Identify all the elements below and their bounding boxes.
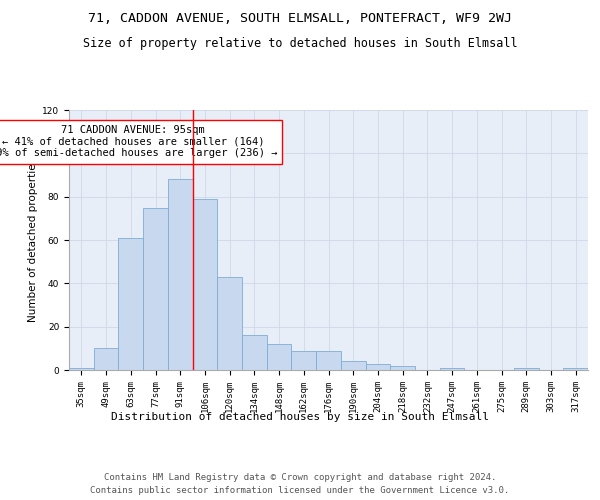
Text: Distribution of detached houses by size in South Elmsall: Distribution of detached houses by size … — [111, 412, 489, 422]
Bar — [292, 350, 316, 370]
Bar — [193, 199, 217, 370]
Bar — [563, 368, 588, 370]
Text: 71 CADDON AVENUE: 95sqm
← 41% of detached houses are smaller (164)
59% of semi-d: 71 CADDON AVENUE: 95sqm ← 41% of detache… — [0, 125, 277, 158]
Text: Contains public sector information licensed under the Government Licence v3.0.: Contains public sector information licen… — [91, 486, 509, 495]
Text: 71, CADDON AVENUE, SOUTH ELMSALL, PONTEFRACT, WF9 2WJ: 71, CADDON AVENUE, SOUTH ELMSALL, PONTEF… — [88, 12, 512, 26]
Bar — [440, 368, 464, 370]
Bar — [94, 348, 118, 370]
Bar — [143, 208, 168, 370]
Bar — [118, 238, 143, 370]
Bar — [341, 362, 365, 370]
Bar — [242, 336, 267, 370]
Bar — [514, 368, 539, 370]
Bar — [365, 364, 390, 370]
Bar — [390, 366, 415, 370]
Bar — [267, 344, 292, 370]
Bar — [168, 180, 193, 370]
Bar — [217, 277, 242, 370]
Bar — [69, 368, 94, 370]
Text: Contains HM Land Registry data © Crown copyright and database right 2024.: Contains HM Land Registry data © Crown c… — [104, 472, 496, 482]
Y-axis label: Number of detached properties: Number of detached properties — [28, 158, 38, 322]
Text: Size of property relative to detached houses in South Elmsall: Size of property relative to detached ho… — [83, 38, 517, 51]
Bar — [316, 350, 341, 370]
